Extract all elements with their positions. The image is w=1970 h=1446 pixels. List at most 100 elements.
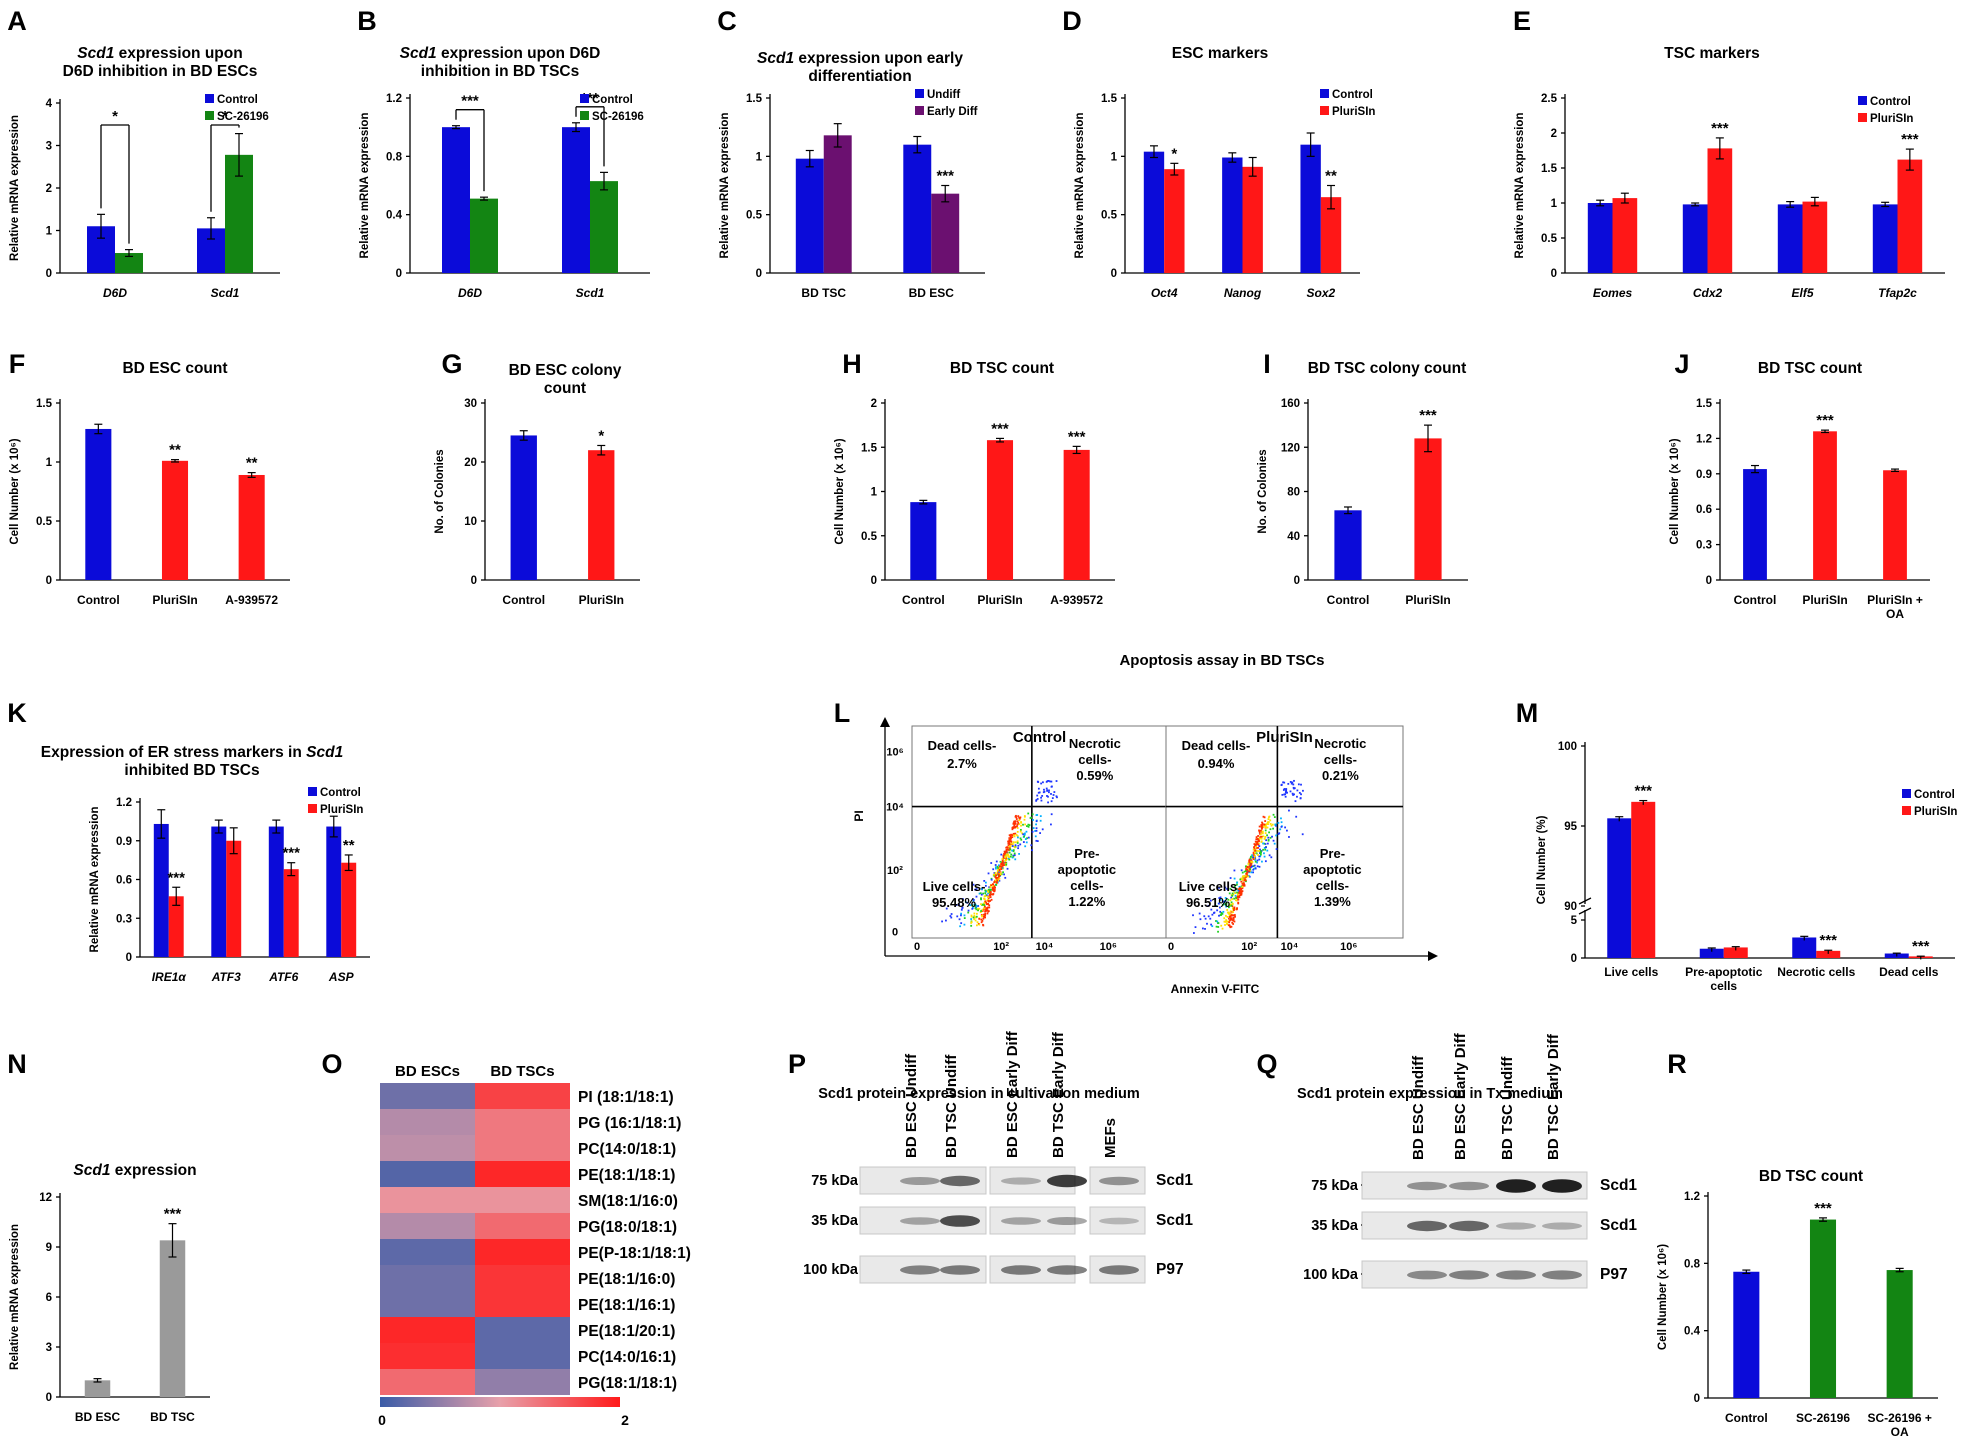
x-tick-label: Oct4: [1151, 286, 1178, 300]
event-dot: [959, 925, 962, 928]
event-dot: [1050, 793, 1052, 795]
significance-stars: ***: [1816, 412, 1834, 429]
panel-letter-i: I: [1263, 349, 1271, 379]
bar: [1723, 947, 1748, 958]
bar: [910, 502, 937, 580]
y-tick-label: 0: [1706, 575, 1712, 587]
y-tick-label: 2: [1551, 128, 1557, 140]
event-dot: [977, 909, 979, 912]
event-dot: [1233, 885, 1236, 888]
y-axis-label: Cell Number (x 10⁶): [9, 438, 21, 544]
event-dot: [1240, 885, 1243, 888]
event-dot: [1011, 849, 1014, 852]
event-dot: [1005, 858, 1008, 861]
event-dot: [983, 915, 985, 918]
event-dot: [1252, 858, 1255, 860]
y-tick-label: 0: [871, 575, 877, 587]
x-tick-label: Control: [77, 593, 120, 607]
event-dot: [983, 898, 986, 901]
event-dot: [1268, 815, 1271, 818]
event-dot: [989, 886, 992, 889]
event-dot: [1255, 836, 1258, 839]
y-tick-label: 40: [1287, 531, 1300, 543]
event-dot: [1008, 845, 1011, 848]
event-dot: [1017, 815, 1020, 818]
event-dot: [1244, 879, 1247, 882]
y-tick-label: 0.5: [746, 210, 763, 222]
x-tick-label: SC-26196 +: [1867, 1411, 1931, 1425]
event-dot: [1259, 833, 1262, 836]
event-dot: [990, 878, 993, 881]
heatmap-cell: [475, 1213, 570, 1239]
event-dot: [1007, 844, 1010, 847]
event-dot: [1285, 789, 1288, 791]
event-dot: [1041, 828, 1044, 831]
event-dot: [1288, 836, 1290, 838]
event-dot: [1257, 842, 1260, 845]
event-dot: [992, 885, 994, 888]
event-dot: [1290, 782, 1293, 785]
event-dot: [1003, 864, 1005, 866]
event-dot: [1252, 854, 1255, 857]
event-dot: [973, 918, 976, 921]
event-dot: [1297, 783, 1300, 786]
heatmap-color-scale: [380, 1397, 620, 1407]
event-dot: [1258, 839, 1260, 842]
x-tick-label: Pre-apoptotic: [1685, 965, 1763, 979]
event-dot: [1211, 925, 1214, 928]
title-word: count: [1816, 360, 1863, 377]
event-dot: [1217, 922, 1219, 924]
event-dot: [1260, 841, 1263, 843]
event-dot: [1262, 815, 1265, 818]
event-dot: [1239, 878, 1242, 881]
event-dot: [1027, 823, 1030, 826]
event-dot: [1012, 832, 1015, 835]
event-dot: [1000, 873, 1003, 876]
event-dot: [1011, 826, 1014, 829]
event-dot: [1229, 914, 1231, 916]
event-dot: [982, 917, 985, 920]
event-dot: [1284, 826, 1287, 829]
event-dot: [1012, 822, 1015, 825]
x-tick-label: PluriSIn: [1405, 593, 1450, 607]
event-dot: [1261, 827, 1263, 830]
event-dot: [1014, 841, 1017, 844]
molecular-weight-marker: 100 kDa: [1303, 1267, 1359, 1283]
event-dot: [1011, 856, 1014, 859]
event-dot: [1016, 842, 1019, 844]
event-dot: [1021, 832, 1024, 835]
event-dot: [1261, 821, 1263, 824]
event-dot: [1268, 831, 1270, 834]
event-dot: [1016, 825, 1018, 828]
event-dot: [1024, 845, 1027, 848]
event-dot: [1005, 851, 1008, 853]
x-tick-label: Necrotic cells: [1777, 965, 1855, 979]
heatmap-row-label: PG (16:1/18:1): [578, 1115, 681, 1132]
blot-strip: [1089, 1206, 1146, 1235]
heatmap-row-label: PE(18:1/18:1): [578, 1167, 675, 1184]
heatmap-row-label: PG(18:0/18:1): [578, 1219, 677, 1236]
event-dot: [1246, 865, 1249, 868]
event-dot: [1289, 781, 1292, 783]
event-dot: [990, 877, 993, 880]
event-dot: [1266, 821, 1269, 824]
y-tick-label: 0: [1294, 575, 1300, 587]
panel-letter-q: Q: [1256, 1049, 1277, 1079]
legend-swatch: [580, 94, 589, 103]
protein-band: [1542, 1179, 1582, 1193]
heatmap-panel: BD ESCs BD TSCs PI (18:1/18:1) PG (16:1/18:…: [378, 1063, 691, 1428]
event-dot: [1301, 833, 1304, 836]
y-tick-label: 0.5: [1101, 210, 1118, 222]
y-tick-label: 0: [756, 268, 762, 280]
event-dot: [1018, 819, 1021, 822]
quadrant-preapoptotic-label: apoptotic: [1303, 862, 1362, 877]
event-dot: [990, 862, 993, 864]
event-dot: [1018, 816, 1021, 819]
event-dot: [1258, 840, 1260, 843]
chart-title: Scd1 expression upon: [77, 45, 242, 62]
chart-title: BD ESC colony: [509, 362, 622, 379]
event-dot: [1224, 900, 1227, 902]
event-dot: [1223, 920, 1226, 923]
y-axis-label: Relative mRNA expression: [359, 113, 371, 259]
